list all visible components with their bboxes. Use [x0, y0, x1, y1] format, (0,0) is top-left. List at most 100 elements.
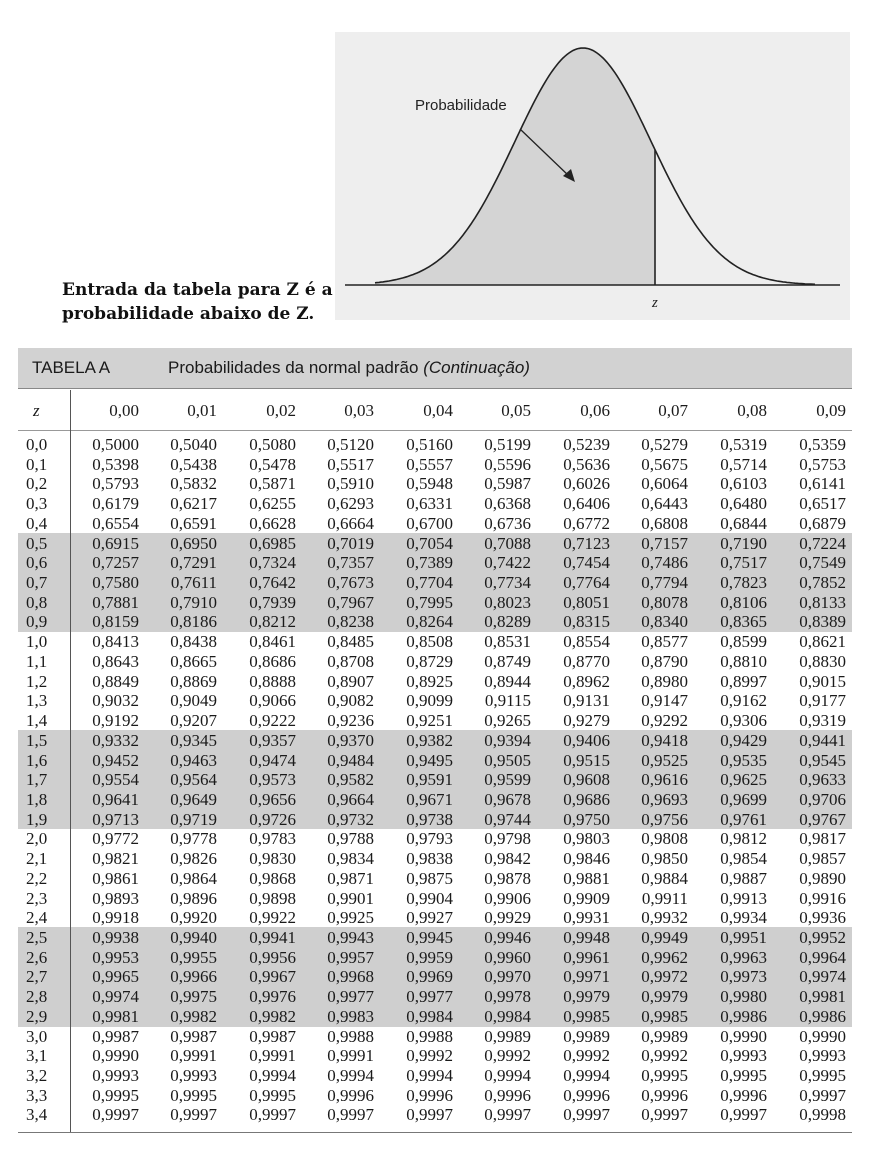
- probability-cell: 0,8997: [720, 671, 767, 691]
- probability-cell: 0,9965: [92, 967, 139, 987]
- probability-cell: 0,6026: [563, 474, 610, 494]
- probability-cell: 0,9842: [484, 849, 531, 869]
- probability-cell: 0,7611: [170, 573, 217, 593]
- probability-cell: 0,8365: [720, 612, 767, 632]
- probability-cell: 0,9945: [406, 928, 453, 947]
- probability-cell: 0,9641: [92, 789, 139, 809]
- probability-cell: 0,9961: [563, 947, 610, 967]
- probability-cell: 0,9049: [170, 691, 217, 711]
- probability-cell: 0,9656: [249, 789, 296, 809]
- probability-cell: 0,9251: [406, 711, 453, 731]
- probability-cell: 0,9984: [484, 1006, 531, 1026]
- probability-cell: 0,9292: [641, 711, 688, 731]
- probability-cell: 0,9979: [641, 987, 688, 1007]
- probability-cell: 0,9826: [170, 849, 217, 869]
- probability-cell: 0,9980: [720, 987, 767, 1007]
- probability-cell: 0,7019: [327, 533, 374, 553]
- probability-cell: 0,9693: [641, 789, 688, 809]
- probability-cell: 0,9878: [484, 868, 531, 888]
- probability-cell: 0,9993: [92, 1066, 139, 1086]
- probability-cell: 0,9803: [563, 829, 610, 849]
- probability-cell: 0,7054: [406, 533, 453, 553]
- table-row: 1,7 0,9554 0,9564 0,9573 0,9582 0,9591 0,9599 0…: [0, 770, 883, 790]
- probability-cell: 0,9957: [327, 947, 374, 967]
- probability-cell: 0,9370: [327, 730, 374, 750]
- probability-cell: 0,6879: [799, 513, 846, 533]
- table-row: 0,3 0,6179 0,6217 0,6255 0,6293 0,6331 0,6368 0…: [0, 494, 883, 514]
- table-label: TABELA A: [32, 358, 111, 377]
- table-row: 1,3 0,9032 0,9049 0,9066 0,9082 0,9099 0,9115 0…: [0, 691, 883, 711]
- z-value: 0,4: [26, 513, 48, 533]
- probability-cell: 0,9962: [641, 947, 688, 967]
- z-value: 0,5: [26, 533, 48, 553]
- probability-cell: 0,7734: [484, 573, 531, 593]
- probability-cell: 0,9972: [641, 967, 688, 987]
- z-value: 1,3: [26, 691, 48, 711]
- probability-cell: 0,5398: [92, 454, 139, 474]
- probability-cell: 0,7704: [406, 573, 453, 593]
- probability-cell: 0,9744: [484, 809, 531, 829]
- probability-cell: 0,8531: [484, 632, 531, 652]
- z-value: 2,7: [26, 967, 48, 987]
- probability-cell: 0,7123: [563, 533, 610, 553]
- table-row: 3,2 0,9993 0,9993 0,9994 0,9994 0,9994 0,9994 0…: [0, 1066, 883, 1086]
- probability-cell: 0,7910: [170, 592, 217, 612]
- probability-cell: 0,9207: [170, 711, 217, 731]
- probability-cell: 0,9977: [327, 987, 374, 1007]
- probability-cell: 0,9616: [641, 770, 688, 790]
- probability-cell: 0,9871: [327, 868, 374, 888]
- probability-cell: 0,9920: [170, 908, 217, 928]
- probability-cell: 0,5517: [327, 454, 374, 474]
- probability-cell: 0,9911: [641, 888, 688, 908]
- z-value: 1,6: [26, 750, 48, 770]
- probability-cell: 0,8264: [406, 612, 453, 632]
- z-value: 2,0: [26, 829, 48, 849]
- probability-cell: 0,9850: [641, 849, 688, 869]
- probability-cell: 0,8315: [563, 612, 610, 632]
- probability-cell: 0,8051: [563, 592, 610, 612]
- probability-cell: 0,6064: [641, 474, 688, 494]
- probability-cell: 0,9987: [92, 1026, 139, 1046]
- probability-cell: 0,5675: [641, 454, 688, 474]
- probability-cell: 0,9808: [641, 829, 688, 849]
- table-row: 2,4 0,9918 0,9920 0,9922 0,9925 0,9927 0,9929 0…: [0, 908, 883, 928]
- probability-cell: 0,9990: [720, 1026, 767, 1046]
- probability-cell: 0,9884: [641, 868, 688, 888]
- probability-cell: 0,6664: [327, 513, 374, 533]
- z-value: 2,9: [26, 1006, 48, 1026]
- probability-cell: 0,9978: [484, 987, 531, 1007]
- probability-cell: 0,9793: [406, 829, 453, 849]
- probability-cell: 0,8438: [170, 632, 217, 652]
- probability-cell: 0,7939: [249, 592, 296, 612]
- probability-cell: 0,9956: [249, 947, 296, 967]
- probability-cell: 0,8708: [327, 651, 374, 671]
- probability-cell: 0,9997: [327, 1105, 374, 1125]
- probability-cell: 0,9993: [720, 1046, 767, 1066]
- probability-cell: 0,8962: [563, 671, 610, 691]
- probability-cell: 0,9452: [92, 750, 139, 770]
- probability-cell: 0,9671: [406, 789, 453, 809]
- probability-cell: 0,9997: [484, 1105, 531, 1125]
- column-header: 0,09: [816, 401, 846, 420]
- probability-cell: 0,9495: [406, 750, 453, 770]
- table-row: 3,0 0,9987 0,9987 0,9987 0,9988 0,9988 0,9989 0…: [0, 1027, 883, 1047]
- probability-cell: 0,9332: [92, 730, 139, 750]
- probability-cell: 0,9971: [563, 967, 610, 987]
- probability-cell: 0,9913: [720, 888, 767, 908]
- probability-cell: 0,9929: [484, 908, 531, 928]
- probability-cell: 0,9949: [641, 928, 688, 947]
- probability-cell: 0,9985: [563, 1006, 610, 1026]
- probability-cell: 0,9726: [249, 809, 296, 829]
- probability-cell: 0,5279: [641, 435, 688, 454]
- table-row: 2,2 0,9861 0,9864 0,9868 0,9871 0,9875 0,9878 0…: [0, 869, 883, 889]
- probability-cell: 0,5948: [406, 474, 453, 494]
- probability-cell: 0,9991: [170, 1046, 217, 1066]
- probability-cell: 0,9943: [327, 928, 374, 947]
- probability-cell: 0,9881: [563, 868, 610, 888]
- probability-cell: 0,9099: [406, 691, 453, 711]
- z-value: 0,6: [26, 553, 48, 573]
- table-row: 0,0 0,5000 0,5040 0,5080 0,5120 0,5160 0,5199 0…: [0, 435, 883, 455]
- z-value: 0,1: [26, 454, 48, 474]
- probability-cell: 0,8106: [720, 592, 767, 612]
- table-row: 2,8 0,9974 0,9975 0,9976 0,9977 0,9977 0,9978 0…: [0, 987, 883, 1007]
